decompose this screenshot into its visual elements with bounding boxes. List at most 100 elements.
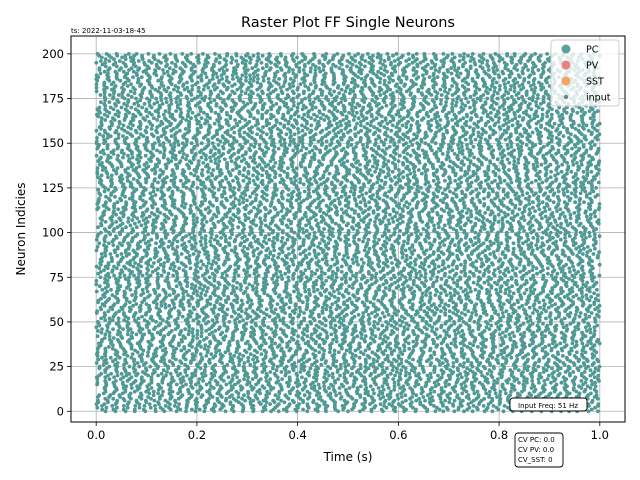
spike-point	[187, 329, 191, 333]
spike-point	[163, 398, 168, 403]
spike-point	[320, 398, 324, 403]
spike-point	[198, 339, 202, 344]
spike-point	[330, 371, 335, 376]
spike-point	[574, 389, 579, 394]
spike-point	[379, 246, 383, 251]
spike-point	[140, 314, 145, 319]
spike-point	[106, 309, 111, 314]
spike-point	[246, 359, 251, 364]
spike-point	[380, 361, 385, 365]
spike-point	[381, 337, 386, 342]
spike-point	[567, 255, 571, 260]
spike-point	[135, 384, 140, 389]
spike-point	[318, 332, 323, 337]
spike-point	[100, 255, 104, 260]
spike-point	[209, 243, 214, 248]
spike-point	[490, 261, 494, 265]
spike-point	[182, 241, 187, 246]
spike-point	[515, 357, 520, 362]
spike-point	[213, 354, 218, 358]
spike-point	[511, 241, 516, 246]
spike-point	[140, 273, 145, 278]
spike-point	[96, 320, 100, 324]
spike-point	[216, 257, 221, 262]
spike-point	[398, 350, 403, 355]
spike-point	[468, 237, 473, 242]
spike-point	[242, 245, 247, 249]
spike-point	[443, 311, 447, 315]
spike-point	[494, 357, 499, 362]
spike-point	[385, 393, 390, 398]
spike-point	[324, 259, 329, 264]
spike-point	[105, 289, 110, 294]
spike-point	[420, 295, 425, 299]
spike-point	[463, 287, 468, 292]
spike-point	[274, 278, 279, 283]
spike-point	[322, 375, 327, 380]
spike-point	[429, 375, 433, 380]
spike-point	[198, 352, 203, 356]
spike-point	[317, 241, 322, 246]
spike-point	[448, 368, 453, 373]
spike-point	[176, 364, 181, 369]
spike-point	[150, 264, 154, 269]
spike-point	[588, 330, 593, 335]
spike-point	[467, 298, 472, 303]
spike-point	[498, 289, 503, 294]
spike-point	[460, 386, 464, 390]
spike-point	[388, 346, 393, 351]
spike-point	[487, 264, 491, 269]
spike-point	[357, 341, 362, 346]
spike-point	[154, 346, 159, 351]
spike-point	[279, 370, 284, 374]
spike-point	[235, 316, 240, 321]
spike-point	[229, 384, 234, 389]
spike-point	[373, 275, 378, 280]
spike-point	[520, 303, 525, 308]
spike-point	[320, 237, 324, 242]
spike-point	[427, 264, 431, 269]
spike-point	[225, 273, 229, 278]
spike-point	[99, 371, 104, 376]
spike-point	[533, 334, 538, 339]
spike-point	[465, 357, 470, 362]
spike-point	[339, 264, 344, 269]
spike-point	[455, 366, 460, 371]
spike-point	[109, 287, 113, 292]
spike-point	[205, 268, 209, 272]
spike-point	[499, 348, 504, 353]
spike-point	[329, 341, 334, 346]
spike-point	[209, 266, 214, 271]
spike-point	[334, 339, 339, 344]
spike-point	[528, 314, 532, 319]
spike-point	[381, 387, 386, 392]
spike-point	[108, 355, 113, 360]
spike-point	[354, 278, 359, 283]
spike-point	[159, 273, 164, 278]
spike-point	[164, 325, 168, 330]
spike-point	[423, 275, 427, 280]
spike-point	[147, 329, 152, 333]
spike-point	[286, 278, 291, 283]
spike-point	[210, 271, 215, 276]
spike-point	[376, 321, 380, 326]
spike-point	[438, 284, 443, 289]
spike-point	[124, 384, 129, 389]
spike-point	[348, 264, 353, 269]
spike-point	[482, 280, 487, 285]
spike-point	[414, 275, 418, 280]
spike-point	[432, 364, 437, 369]
spike-point	[315, 389, 320, 394]
spike-point	[250, 377, 255, 381]
spike-point	[475, 282, 480, 287]
spike-points	[94, 52, 602, 414]
spike-point	[372, 239, 376, 244]
spike-point	[512, 302, 517, 306]
spike-point	[583, 387, 588, 392]
spike-point	[388, 371, 393, 376]
spike-point	[547, 343, 551, 348]
spike-point	[550, 366, 554, 371]
spike-point	[480, 261, 484, 265]
spike-point	[452, 409, 457, 414]
spike-point	[549, 262, 553, 267]
